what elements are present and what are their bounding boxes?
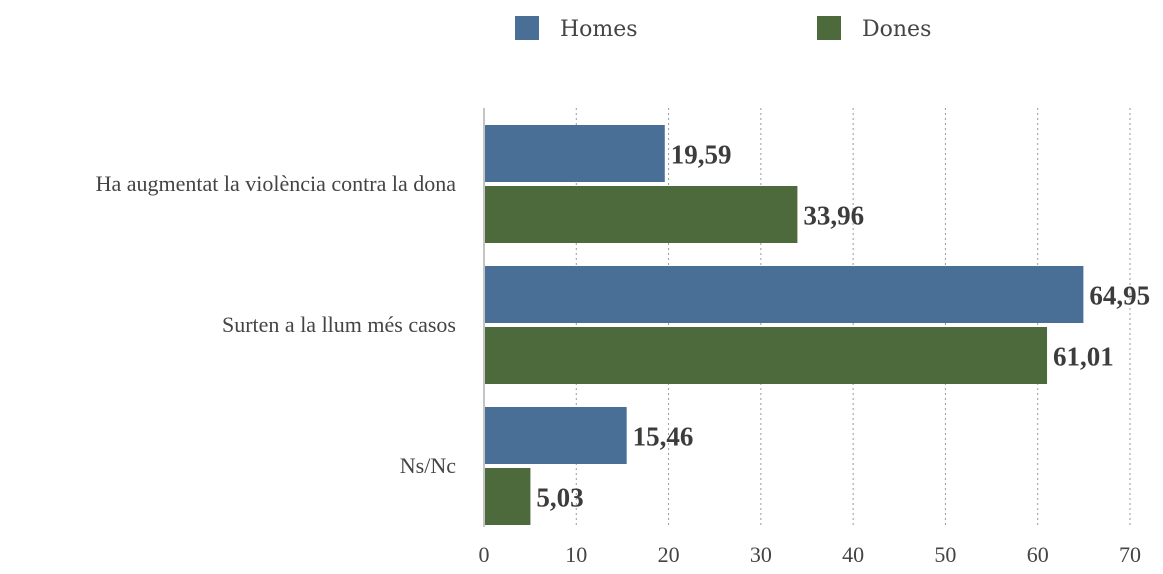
x-tick-label: 30 [750, 542, 772, 567]
bar-dones [485, 468, 531, 525]
x-tick-label: 0 [479, 542, 490, 567]
legend-swatch-homes [515, 16, 539, 40]
category-label: Ha augmentat la violència contra la dona [96, 171, 457, 196]
category-label: Ns/Nc [400, 453, 456, 478]
bar-homes [485, 266, 1084, 323]
data-label: 15,46 [633, 422, 694, 452]
bar-dones [485, 327, 1048, 384]
bar-dones [485, 186, 798, 243]
x-tick-label: 20 [658, 542, 680, 567]
data-label: 5,03 [536, 483, 583, 513]
bars [485, 125, 1084, 525]
legend-label: Dones [862, 17, 931, 42]
x-tick-label: 40 [842, 542, 864, 567]
data-label: 19,59 [671, 140, 732, 170]
x-tick-label: 10 [565, 542, 587, 567]
x-tick-label: 70 [1119, 542, 1141, 567]
gridlines [483, 108, 1131, 527]
data-label: 33,96 [803, 201, 864, 231]
labels: 0 10 20 30 40 50 60 70 19,59 33,96 Ha augmentat la… [96, 140, 1151, 568]
data-label: 61,01 [1053, 342, 1114, 372]
category-label: Surten a la llum més casos [222, 312, 456, 337]
x-tick-label: 60 [1027, 542, 1049, 567]
x-tick-label: 50 [934, 542, 956, 567]
data-label: 64,95 [1089, 281, 1150, 311]
legend-swatch-dones [817, 16, 841, 40]
bar-homes [485, 407, 627, 464]
legend-label: Homes [560, 17, 638, 42]
bar-homes [485, 125, 665, 182]
legend: Homes Dones [515, 16, 931, 42]
